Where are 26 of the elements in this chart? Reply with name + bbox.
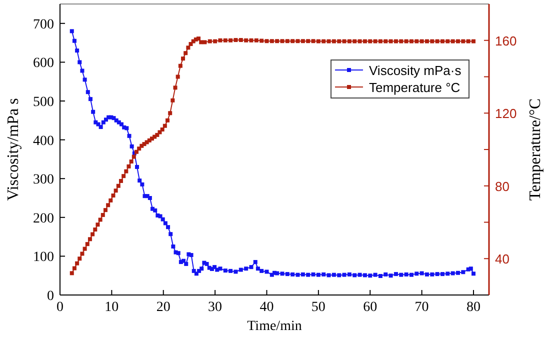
legend-label: Viscosity mPa·s bbox=[369, 63, 462, 78]
legend-label: Temperature °C bbox=[369, 80, 460, 95]
x-tick-label: 50 bbox=[311, 300, 326, 315]
y-tick-label: 700 bbox=[33, 17, 54, 32]
y-tick-label: 400 bbox=[33, 134, 54, 149]
x-tick-label: 20 bbox=[156, 300, 170, 315]
y-tick-label: 600 bbox=[33, 56, 54, 72]
x-tick-label: 30 bbox=[208, 300, 222, 315]
y2-tick-label: 80 bbox=[495, 178, 510, 194]
y-tick-label: 300 bbox=[33, 172, 54, 188]
y2-tick-label: 40 bbox=[495, 252, 510, 267]
x-tick-label: 40 bbox=[260, 300, 274, 315]
y-tick-label: 0 bbox=[47, 289, 54, 304]
x-tick-label: 60 bbox=[363, 300, 378, 315]
y-tick-label: 100 bbox=[33, 250, 54, 266]
x-tick-label: 80 bbox=[466, 300, 480, 315]
y-tick-label: 500 bbox=[33, 95, 54, 110]
x-axis-title: Time/min bbox=[247, 319, 302, 334]
y2-tick-label: 120 bbox=[495, 106, 517, 122]
y-axis-title: Viscosity/mPa s bbox=[5, 98, 22, 201]
y2-tick-label: 160 bbox=[495, 33, 517, 48]
x-tick-label: 70 bbox=[414, 300, 429, 315]
x-tick-label: 0 bbox=[56, 300, 64, 315]
y2-axis-title: Temperature/°C bbox=[527, 98, 544, 201]
y-tick-label: 200 bbox=[33, 211, 54, 226]
x-tick-label: 10 bbox=[104, 300, 119, 315]
